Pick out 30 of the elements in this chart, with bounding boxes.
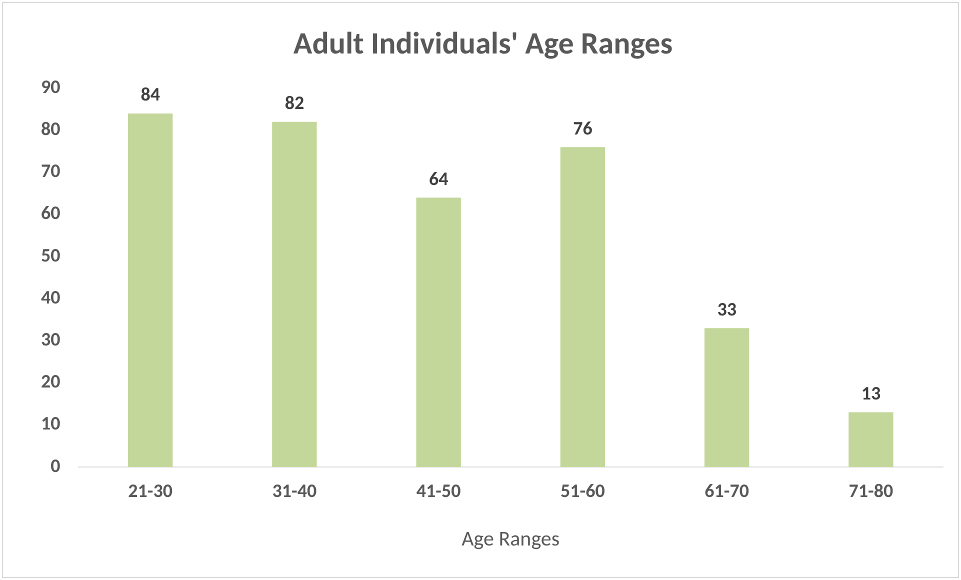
chart-title: Adult Individuals' Age Ranges <box>293 24 673 62</box>
x-tick-label: 71-80 <box>848 480 894 504</box>
bar <box>560 147 606 467</box>
x-tick-label: 51-60 <box>560 480 606 504</box>
x-tick-label: 31-40 <box>272 480 317 504</box>
data-label: 64 <box>428 168 449 191</box>
bar <box>848 412 894 467</box>
data-label: 33 <box>717 298 737 322</box>
y-tick-label: 0 <box>50 454 61 478</box>
bar <box>416 198 461 467</box>
y-tick-label: 90 <box>40 76 61 99</box>
y-tick-label: 60 <box>40 202 61 226</box>
bar <box>272 122 317 467</box>
x-tick-label: 61-70 <box>704 480 750 504</box>
y-tick-label: 70 <box>40 160 61 184</box>
y-tick-label: 10 <box>40 412 61 436</box>
data-label: 76 <box>573 117 593 140</box>
data-label: 84 <box>140 84 160 107</box>
y-tick-label: 40 <box>40 286 61 310</box>
data-label: 13 <box>861 382 881 406</box>
x-tick-label: 41-50 <box>416 480 462 504</box>
y-tick-label: 80 <box>40 118 61 142</box>
data-label: 82 <box>284 92 304 116</box>
y-tick-label: 50 <box>40 244 61 268</box>
y-tick-label: 20 <box>40 370 61 394</box>
bar <box>704 328 750 467</box>
y-tick-label: 30 <box>40 328 61 352</box>
bar <box>128 113 173 467</box>
x-axis-title: Age Ranges <box>462 526 560 552</box>
x-tick-label: 21-30 <box>128 480 173 504</box>
